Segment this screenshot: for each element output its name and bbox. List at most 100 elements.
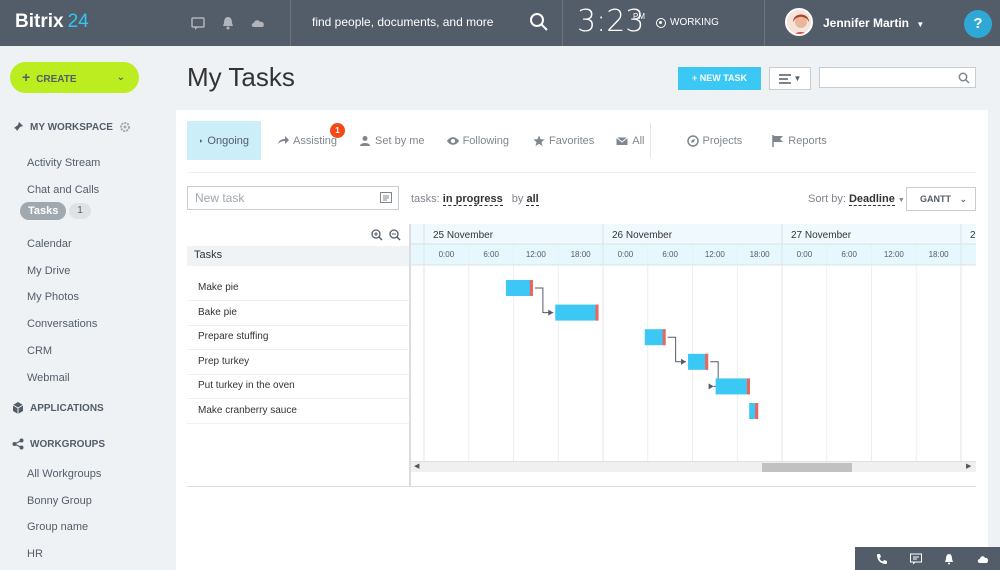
timeline-hour-header (411, 244, 976, 265)
gantt-scrollbar[interactable] (411, 461, 976, 472)
cloud-icon[interactable] (250, 15, 266, 31)
play-icon (200, 138, 203, 143)
sidebar-item-bonny-group[interactable]: Bonny Group (27, 495, 92, 507)
tabs-divider (650, 123, 651, 158)
section-my-workspace[interactable]: MY WORKSPACE (12, 121, 131, 133)
gantt-timeline: 25 November 26 November 27 November 28 0:00 6… (411, 224, 976, 462)
task-row[interactable]: Make pie (187, 276, 409, 301)
sidebar-item-conversations[interactable]: Conversations (27, 318, 98, 330)
sidebar-item-webmail[interactable]: Webmail (27, 372, 70, 384)
hour-label: 12:00 (705, 250, 726, 259)
help-button[interactable]: ? (964, 10, 992, 38)
assisting-count-badge: 1 (330, 123, 345, 138)
gantt-task-bar[interactable] (644, 329, 666, 346)
user-menu[interactable]: Jennifer Martin ▼ (823, 16, 925, 30)
chevron-down-icon: ▼ (916, 20, 925, 29)
task-row[interactable]: Bake pie (187, 301, 409, 326)
task-row[interactable]: Put turkey in the oven (187, 374, 409, 400)
gantt-deadline-marker[interactable] (746, 378, 750, 395)
zoom-in-icon[interactable] (371, 229, 383, 241)
hour-label: 12:00 (526, 250, 547, 259)
gantt-task-bar[interactable] (506, 280, 533, 296)
gantt-splitter[interactable] (409, 224, 411, 486)
gantt-deadline-marker[interactable] (705, 353, 709, 370)
gantt-deadline-marker[interactable] (755, 403, 759, 419)
sidebar-item-hr[interactable]: HR (27, 548, 43, 560)
gantt-task-bar[interactable] (555, 304, 599, 321)
sidebar-item-calendar[interactable]: Calendar (27, 238, 72, 250)
gear-icon[interactable] (119, 121, 131, 133)
scroll-left-icon[interactable]: ◀ (414, 463, 420, 470)
status-icon (656, 17, 666, 28)
gantt-deadline-marker[interactable] (529, 280, 533, 296)
new-task-button[interactable]: + NEW TASK (678, 67, 761, 90)
gantt-view-button[interactable]: GANTT ⌄ (906, 187, 976, 211)
dependency-arrow-icon (548, 309, 554, 316)
day-label: 25 November (433, 230, 494, 241)
chevron-down-icon: ▼ (897, 197, 905, 204)
filter-who-link[interactable]: all (526, 193, 539, 206)
scroll-right-icon[interactable]: ▶ (966, 463, 972, 470)
gantt-deadline-marker[interactable] (595, 304, 599, 321)
chat-icon[interactable] (909, 553, 922, 565)
sidebar-item-crm[interactable]: CRM (27, 345, 53, 357)
search-icon[interactable] (529, 12, 549, 32)
chevron-down-icon: ▼ (793, 74, 802, 83)
section-applications[interactable]: APPLICATIONS (12, 402, 104, 414)
clock-time[interactable]: 3:23 (577, 4, 645, 39)
day-label: 28 (970, 230, 976, 241)
sidebar-item-chat-and-calls[interactable]: Chat and Calls (27, 184, 100, 196)
details-icon[interactable] (380, 192, 392, 203)
hour-label: 12:00 (884, 250, 905, 259)
phone-icon[interactable] (876, 553, 888, 565)
task-search-input[interactable] (819, 67, 976, 88)
hour-label: 0:00 (618, 250, 634, 259)
sidebar-item-my-drive[interactable]: My Drive (27, 265, 71, 277)
tab-reports[interactable]: Reports (764, 121, 835, 160)
plus-icon: + (691, 73, 700, 83)
bell-icon[interactable] (220, 15, 236, 31)
gantt-scrollbar-thumb[interactable] (762, 463, 852, 472)
view-options-button[interactable]: ▼ (769, 67, 811, 90)
global-search-input[interactable]: find people, documents, and more (312, 15, 494, 29)
tab-set-by-me[interactable]: Set by me (351, 121, 433, 160)
tab-assisting[interactable]: Assisting (269, 121, 345, 160)
filter-status-link[interactable]: in progress (442, 193, 503, 206)
sidebar-item-my-photos[interactable]: My Photos (27, 291, 79, 303)
search-icon[interactable] (958, 72, 970, 84)
sort-field-link[interactable]: Deadline (848, 193, 895, 206)
sidebar-item-tasks[interactable]: Tasks (20, 202, 67, 220)
sidebar-item-all-workgroups[interactable]: All Workgroups (27, 468, 102, 480)
sidebar-item-group-name[interactable]: Group name (27, 521, 89, 533)
flag-icon (772, 134, 784, 147)
header-divider (764, 0, 765, 46)
tab-projects[interactable]: Projects (679, 121, 751, 160)
tab-following[interactable]: Following (439, 121, 517, 160)
tab-favorites[interactable]: Favorites (525, 121, 602, 160)
gantt-task-bar[interactable] (749, 403, 759, 419)
bell-icon[interactable] (943, 553, 955, 565)
tab-all[interactable]: All (608, 121, 652, 160)
sidebar-item-activity-stream[interactable]: Activity Stream (27, 157, 101, 169)
logo[interactable]: Bitrix 24 (15, 11, 89, 32)
plus-icon: + (22, 69, 31, 85)
task-row[interactable]: Prepare stuffing (187, 325, 409, 351)
gantt-task-bar[interactable] (688, 353, 709, 370)
dependency-link (667, 336, 687, 363)
section-workgroups[interactable]: WORKGROUPS (12, 438, 105, 450)
tab-ongoing[interactable]: Ongoing (187, 121, 261, 160)
avatar[interactable] (785, 8, 813, 36)
gantt-task-bar[interactable] (715, 378, 750, 395)
work-status[interactable]: WORKING (656, 17, 719, 28)
task-row[interactable]: Prep turkey (187, 350, 409, 375)
gantt-deadline-marker[interactable] (662, 329, 666, 346)
day-label: 27 November (791, 230, 852, 241)
bottom-toolbar (855, 547, 1000, 570)
task-row[interactable]: Make cranberry sauce (187, 399, 409, 424)
chat-icon[interactable] (190, 15, 206, 31)
cloud-icon[interactable] (977, 553, 989, 565)
hour-label: 6:00 (662, 250, 678, 259)
create-button[interactable]: + CREATE ⌄ (10, 62, 139, 93)
zoom-out-icon[interactable] (389, 229, 401, 241)
new-task-input[interactable]: New task (187, 186, 399, 210)
